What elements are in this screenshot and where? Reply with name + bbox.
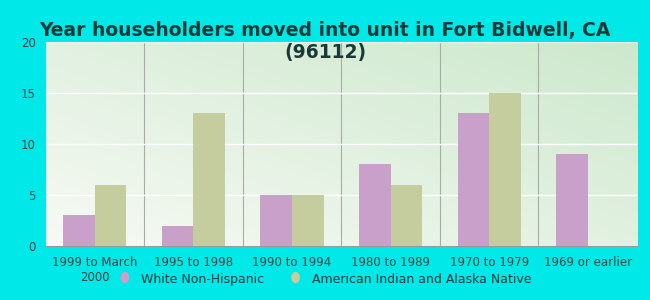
Bar	[95, 185, 126, 246]
Bar	[458, 113, 489, 246]
Bar	[63, 215, 95, 246]
Text: Year householders moved into unit in Fort Bidwell, CA (96112): Year householders moved into unit in For…	[39, 21, 611, 62]
Bar	[489, 93, 521, 246]
Bar	[359, 164, 391, 246]
Bar	[292, 195, 324, 246]
Legend: White Non-Hispanic, American Indian and Alaska Native: White Non-Hispanic, American Indian and …	[114, 268, 536, 291]
Bar	[556, 154, 588, 246]
Bar	[162, 226, 194, 246]
Bar	[194, 113, 225, 246]
Bar	[261, 195, 292, 246]
Bar	[391, 185, 422, 246]
